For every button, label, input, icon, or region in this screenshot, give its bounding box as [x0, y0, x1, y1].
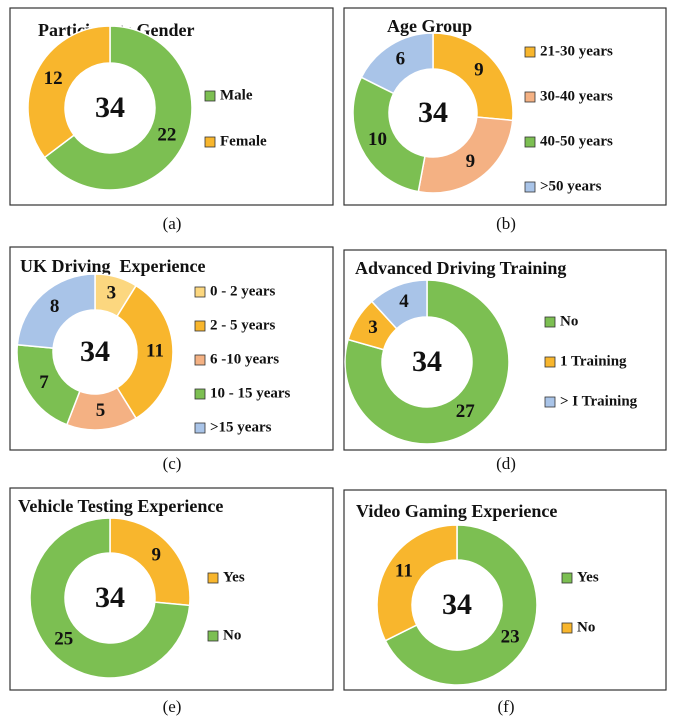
legend-label: 10 - 15 years — [210, 385, 291, 401]
slice-label: 25 — [54, 628, 73, 649]
center-label: 34 — [95, 581, 125, 614]
donut-slice — [27, 25, 111, 159]
legend-swatch — [561, 622, 573, 634]
donut-slice — [43, 25, 193, 191]
donut-slice — [370, 279, 428, 330]
center-label: 34 — [442, 588, 472, 621]
slice-label: 23 — [501, 626, 520, 647]
chart-title: Video Gaming Experience — [356, 501, 557, 521]
chart-title: Age Group — [387, 16, 472, 36]
legend-swatch — [544, 356, 556, 368]
panel-border — [9, 7, 334, 206]
slice-label: 10 — [368, 129, 387, 150]
legend-label: No — [577, 619, 595, 635]
slice-label: 11 — [395, 560, 413, 581]
legend-swatch — [207, 572, 219, 584]
legend-swatch — [194, 422, 206, 434]
legend-label: Yes — [577, 569, 599, 585]
caption: (a) — [163, 214, 182, 233]
slice-label: 27 — [456, 401, 476, 422]
legend-swatch — [194, 388, 206, 400]
legend-swatch — [194, 354, 206, 366]
legend-label: No — [223, 627, 241, 643]
caption: (c) — [163, 454, 182, 473]
center-label: 34 — [80, 335, 110, 368]
slice-label: 9 — [474, 60, 484, 81]
legend-label: 2 - 5 years — [210, 317, 276, 333]
legend-label: 21-30 years — [540, 43, 613, 59]
chart-title: UK Driving Experience — [20, 256, 205, 276]
slice-label: 12 — [44, 68, 63, 89]
legend-swatch — [524, 46, 536, 58]
legend-swatch — [524, 136, 536, 148]
slice-label: 8 — [50, 296, 60, 317]
panel-border — [343, 249, 667, 451]
slice-label: 11 — [146, 340, 164, 361]
center-label: 34 — [412, 345, 442, 378]
legend-swatch — [194, 320, 206, 332]
slice-label: 5 — [96, 400, 106, 421]
caption: (f) — [498, 697, 515, 716]
legend-label: >15 years — [210, 419, 272, 435]
legend-swatch — [204, 136, 216, 148]
legend-swatch — [544, 316, 556, 328]
legend-swatch — [544, 396, 556, 408]
panel-border — [343, 7, 667, 206]
donut-slice — [16, 273, 96, 349]
legend-swatch — [561, 572, 573, 584]
chart-title: Advanced Driving Training — [355, 258, 566, 278]
legend-label: 30-40 years — [540, 88, 613, 104]
center-label: 34 — [418, 96, 448, 129]
donut-slice — [360, 32, 434, 95]
legend-label: Yes — [223, 569, 245, 585]
legend-label: No — [560, 313, 578, 329]
slice-label: 6 — [396, 49, 406, 70]
slice-label: 9 — [151, 544, 161, 565]
slice-label: 9 — [466, 151, 476, 172]
legend-label: Male — [220, 87, 253, 103]
legend-label: Female — [220, 133, 267, 149]
legend-label: 40-50 years — [540, 133, 613, 149]
panel-border — [9, 246, 334, 451]
slice-label: 3 — [368, 317, 378, 338]
legend-label: >50 years — [540, 178, 602, 194]
legend-swatch — [524, 91, 536, 103]
legend-swatch — [194, 286, 206, 298]
legend-label: 0 - 2 years — [210, 283, 276, 299]
slice-label: 3 — [107, 283, 117, 304]
donut-slice — [352, 76, 426, 193]
legend-label: 6 -10 years — [210, 351, 279, 367]
donut-slice — [376, 524, 458, 642]
slice-label: 4 — [399, 291, 409, 312]
legend-swatch — [204, 90, 216, 102]
donut-slice — [344, 279, 510, 445]
chart-title: Vehicle Testing Experience — [18, 496, 223, 516]
legend-label: 1 Training — [560, 353, 627, 369]
legend-label: > I Training — [560, 393, 638, 409]
caption: (e) — [163, 697, 182, 716]
legend-swatch — [207, 630, 219, 642]
panel-border — [343, 489, 667, 691]
donut-slice — [116, 284, 174, 420]
donut-slice — [29, 517, 191, 679]
slice-label: 22 — [157, 125, 176, 146]
legend-swatch — [524, 181, 536, 193]
donut-slice — [384, 524, 538, 686]
slice-label: 7 — [39, 372, 49, 393]
caption: (b) — [496, 214, 516, 233]
center-label: 34 — [95, 91, 125, 124]
panel-border — [9, 487, 334, 691]
caption: (d) — [496, 454, 516, 473]
